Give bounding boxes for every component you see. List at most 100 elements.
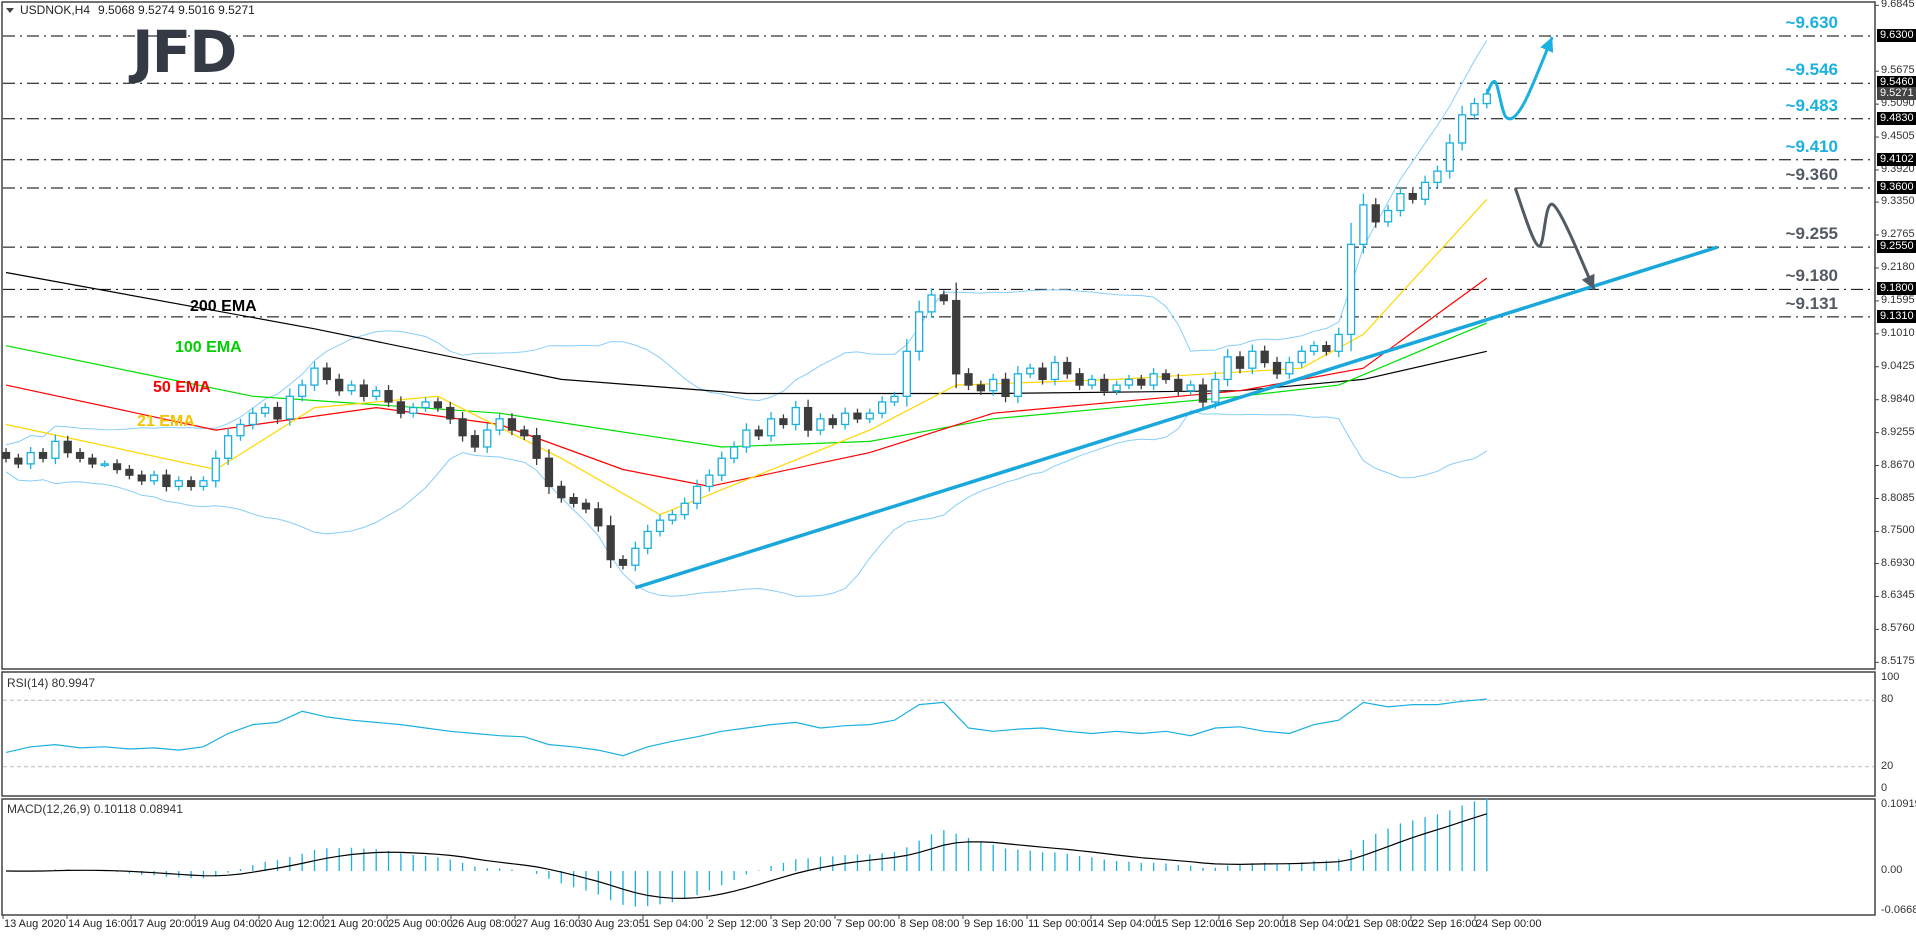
candle-bull xyxy=(1297,350,1306,364)
candle-bear xyxy=(137,474,146,482)
bollinger-lower xyxy=(5,410,1488,597)
candle-bull xyxy=(989,378,998,392)
candle-bear xyxy=(853,412,862,420)
candle-bull xyxy=(1124,378,1134,386)
candle-bull xyxy=(1050,361,1060,381)
rsi-tick-label: 100 xyxy=(1881,671,1900,683)
x-tick-label: 20 Aug 12:00 xyxy=(260,918,325,930)
candle-bull xyxy=(236,423,245,437)
level-price-tag: 9.4102 xyxy=(1877,152,1916,166)
candle-bull xyxy=(877,401,887,414)
candle-bear xyxy=(1075,373,1084,386)
candle-bull xyxy=(495,418,504,431)
candle-bear xyxy=(557,485,566,499)
x-tick-label: 1 Sep 04:00 xyxy=(644,918,704,930)
macd-tick-label: 0.10919 xyxy=(1881,797,1916,810)
dropdown-triangle-icon[interactable] xyxy=(6,8,14,14)
x-tick-label: 15 Sep 12:00 xyxy=(1156,918,1222,930)
candle-bull xyxy=(816,418,825,431)
candle-bear xyxy=(828,418,837,426)
candle-bear xyxy=(75,451,85,459)
forecast-arrows xyxy=(1485,36,1596,291)
candle-bear xyxy=(1260,350,1269,364)
x-tick-label: 24 Sep 00:00 xyxy=(1476,918,1542,930)
candle-bull xyxy=(1223,356,1232,381)
ohlc-values: 9.5068 9.5274 9.5016 9.5271 xyxy=(98,3,255,17)
candle-bear xyxy=(581,502,591,510)
y-tick-label: 9.2765 xyxy=(1881,228,1915,241)
arrowhead-icon xyxy=(1540,37,1554,53)
ema-line-100-ema xyxy=(5,322,1488,448)
y-tick-label: 8.8085 xyxy=(1881,491,1915,504)
candle-bull xyxy=(1420,181,1430,200)
candle-bull xyxy=(865,412,874,420)
level-annotation: ~9.180 xyxy=(1785,266,1838,286)
candle-bear xyxy=(544,457,554,488)
candle-bear xyxy=(458,418,467,437)
candle-bull xyxy=(680,502,689,516)
candle-bear xyxy=(1408,192,1417,200)
candle-bear xyxy=(569,497,578,504)
candle-bear xyxy=(273,406,282,420)
level-annotation: ~9.360 xyxy=(1785,165,1838,184)
candles xyxy=(1,88,1491,572)
level-annotation: ~9.546 xyxy=(1785,60,1838,80)
rsi-tick-label: 0 xyxy=(1881,782,1888,794)
y-tick-label: 9.3920 xyxy=(1881,162,1915,175)
candle-bull xyxy=(1149,373,1158,386)
forecast-path-blue xyxy=(1485,36,1554,121)
chart-header[interactable]: USDNOK,H4 9.5068 9.5274 9.5016 9.5271 xyxy=(6,3,255,17)
x-axis-ticks xyxy=(2,4,1879,919)
rsi-series xyxy=(3,698,1874,768)
rsi-panel-frame xyxy=(1,671,1876,797)
candle-bull xyxy=(347,384,356,392)
candle-bull xyxy=(1346,243,1356,336)
candle-bull xyxy=(692,485,702,504)
candle-bear xyxy=(976,384,986,392)
macd-series xyxy=(5,798,1488,907)
candle-bull xyxy=(260,406,270,414)
level-price-tag: 9.3600 xyxy=(1877,181,1916,194)
x-tick-label: 19 Aug 04:00 xyxy=(196,918,261,930)
candle-bear xyxy=(803,406,813,431)
macd-tick-label: 0.00 xyxy=(1881,864,1903,876)
y-tick-label: 9.5675 xyxy=(1881,64,1915,77)
symbol-label: USDNOK,H4 xyxy=(20,3,91,17)
candle-bull xyxy=(1359,204,1368,245)
candle-bear xyxy=(446,406,455,420)
y-tick-label: 8.9840 xyxy=(1881,392,1915,405)
x-tick-label: 22 Sep 16:00 xyxy=(1412,918,1478,930)
candle-bull xyxy=(927,294,936,313)
trendline[interactable] xyxy=(634,245,1719,590)
candle-bear xyxy=(1137,378,1146,386)
y-tick-label: 9.3350 xyxy=(1881,195,1915,208)
candle-bull xyxy=(668,513,677,521)
level-annotation: ~9.410 xyxy=(1785,136,1838,156)
candle-bull xyxy=(655,519,665,533)
macd-signal-line xyxy=(5,813,1487,900)
rsi-tick-label: 20 xyxy=(1881,759,1894,772)
candle-bull xyxy=(1433,170,1442,184)
ema-200-label: 200 EMA xyxy=(190,298,257,315)
macd-label: MACD(12,26,9) 0.10118 0.08941 xyxy=(7,802,183,816)
jfd-logo: JFD xyxy=(132,18,237,86)
candle-bear xyxy=(186,480,196,488)
support-trendline xyxy=(634,245,1719,590)
bollinger-upper xyxy=(5,40,1488,446)
candle-bear xyxy=(359,384,369,397)
x-tick-label: 2 Sep 12:00 xyxy=(708,918,768,930)
candle-bear xyxy=(532,435,541,459)
candle-bear xyxy=(112,463,122,471)
candle-bull xyxy=(766,418,776,437)
y-tick-label: 8.9255 xyxy=(1881,425,1915,438)
rsi-line xyxy=(5,698,1487,757)
candle-bull xyxy=(298,384,307,397)
candle-bear xyxy=(618,558,628,566)
candle-bear xyxy=(1,451,11,459)
y-tick-label: 9.1010 xyxy=(1881,326,1915,339)
candle-bull xyxy=(421,401,430,409)
candle-bull xyxy=(742,429,751,448)
candle-bull xyxy=(1248,350,1257,369)
candle-bear xyxy=(1001,378,1010,397)
